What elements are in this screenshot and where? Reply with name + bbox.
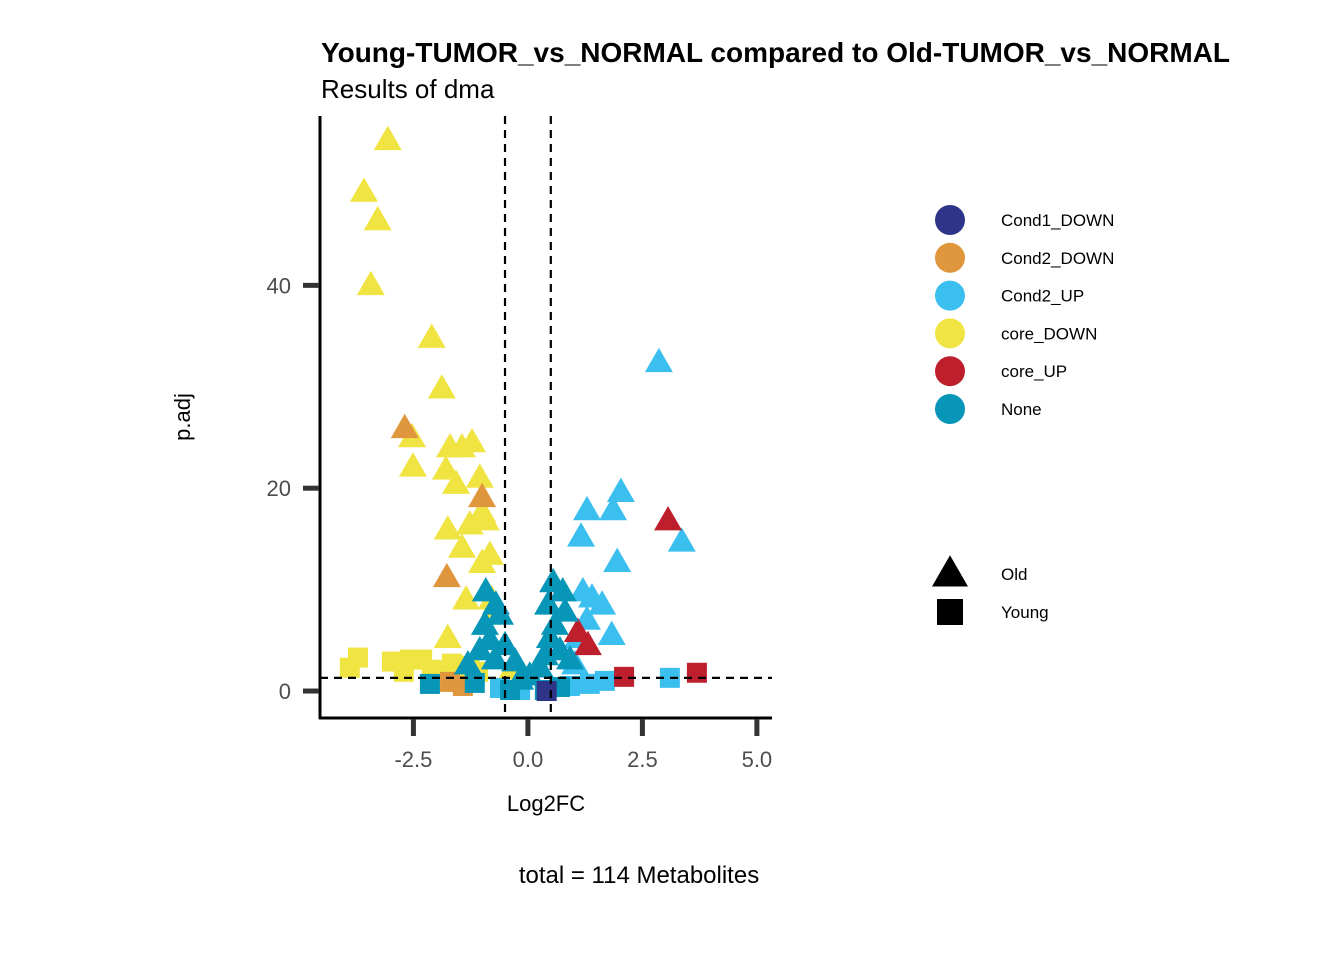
- data-point-None-young: [500, 680, 521, 701]
- data-point-core_UP-young: [686, 662, 707, 683]
- data-point-None-old: [534, 590, 563, 615]
- data-point-Cond2_UP-old: [606, 477, 635, 502]
- data-point-Cond2_UP-young: [659, 667, 680, 688]
- points-layer: [339, 125, 707, 702]
- legend-label: Cond1_DOWN: [1001, 211, 1114, 230]
- data-point-core_DOWN-old: [427, 374, 456, 399]
- data-point-Cond2_UP-old: [667, 527, 696, 552]
- data-point-Cond2_UP-old: [644, 347, 673, 373]
- data-point-core_DOWN-old: [458, 427, 487, 453]
- data-point-Cond1_DOWN-young: [536, 681, 557, 702]
- data-point-None-old: [501, 646, 530, 672]
- data-point-None-old: [485, 600, 514, 625]
- data-point-core_UP-young: [614, 666, 635, 687]
- data-point-None-old: [548, 577, 577, 602]
- legend-key-core_UP: [935, 356, 965, 387]
- data-point-core_UP-old: [654, 506, 683, 531]
- legend-key-Cond2_UP: [935, 280, 965, 311]
- legend-label: None: [1001, 400, 1042, 419]
- legend-label: Old: [1001, 565, 1027, 584]
- data-point-None-young: [464, 672, 485, 693]
- data-point-Cond2_UP-old: [597, 620, 626, 645]
- data-point-core_DOWN-old: [452, 585, 481, 610]
- data-point-core_UP-old: [573, 630, 602, 656]
- data-point-Cond2_UP-old: [588, 590, 617, 615]
- threshold-lines: [320, 116, 772, 718]
- data-point-None-old: [491, 630, 520, 656]
- y-ticks: 0 20 40: [267, 273, 319, 704]
- y-tick-label: 40: [267, 273, 291, 298]
- data-point-core_UP-old: [563, 617, 592, 642]
- data-point-None-old: [453, 650, 482, 675]
- legend-label: core_DOWN: [1001, 324, 1097, 343]
- data-point-core_DOWN-old: [431, 455, 460, 480]
- data-point-None-old: [470, 610, 499, 635]
- data-point-Cond2_DOWN-old: [468, 482, 497, 508]
- data-point-None-old: [471, 577, 500, 602]
- data-point-core_DOWN-young: [348, 647, 369, 668]
- data-point-core_DOWN-old: [468, 548, 497, 573]
- data-point-core_DOWN-old: [471, 506, 500, 531]
- data-point-Cond2_UP-old: [567, 522, 596, 547]
- legend-key-young-square: [937, 599, 963, 625]
- data-point-Cond2_DOWN-young: [440, 671, 461, 692]
- caption: total = 114 Metabolites: [519, 862, 759, 889]
- chart-subtitle: Results of dma: [321, 74, 495, 104]
- data-point-core_DOWN-old: [433, 515, 462, 540]
- legend-label: Cond2_UP: [1001, 287, 1084, 306]
- data-point-core_DOWN-old: [433, 623, 462, 649]
- legend: Cond1_DOWN Cond2_DOWN Cond2_UP core_DOWNcor…: [932, 205, 1114, 625]
- data-point-core_DOWN-old: [398, 452, 427, 477]
- legend-key-core_DOWN: [935, 318, 965, 349]
- x-axis-label: Log2FC: [507, 791, 585, 816]
- chart-title: Young-TUMOR_vs_NORMAL compared to Old-TU…: [321, 37, 1230, 68]
- x-ticks: -2.5 0.0 2.5 5.0: [394, 719, 772, 772]
- y-axis-label: p.adj: [170, 393, 195, 441]
- data-point-Cond2_UP-old: [599, 495, 628, 521]
- x-tick-label: -2.5: [394, 747, 432, 772]
- y-tick-label: 20: [267, 476, 291, 501]
- data-point-core_DOWN-old: [373, 125, 402, 151]
- data-point-core_DOWN-old: [465, 463, 494, 488]
- data-point-None-old: [465, 635, 494, 661]
- data-point-Cond2_UP-young: [579, 673, 600, 694]
- x-tick-label: 0.0: [513, 747, 544, 772]
- data-point-Cond2_UP-old: [603, 547, 632, 572]
- data-point-core_DOWN-old: [447, 533, 476, 558]
- data-point-None-old: [556, 644, 585, 670]
- data-point-core_DOWN-old: [442, 469, 471, 494]
- data-point-core_DOWN-old: [349, 177, 378, 202]
- data-point-Cond2_DOWN-old: [390, 413, 419, 439]
- legend-key-None: [935, 394, 965, 424]
- legend-label: Cond2_DOWN: [1001, 249, 1114, 268]
- y-tick-label: 0: [279, 679, 291, 704]
- legend-label: Young: [1001, 603, 1049, 622]
- data-point-core_DOWN-old: [363, 205, 392, 231]
- legend-key-old-triangle: [932, 555, 968, 587]
- data-point-None-old: [551, 597, 580, 622]
- data-point-None-old: [480, 644, 509, 670]
- legend-key-Cond1_DOWN: [935, 205, 965, 235]
- data-point-core_DOWN-old: [417, 323, 446, 348]
- legend-key-Cond2_DOWN: [935, 242, 965, 273]
- data-point-core_DOWN-old: [356, 270, 385, 296]
- data-point-Cond2_DOWN-old: [432, 562, 461, 588]
- x-tick-label: 5.0: [742, 747, 773, 772]
- legend-label: core_UP: [1001, 362, 1067, 381]
- data-point-Cond2_UP-young: [594, 670, 615, 691]
- data-point-Cond2_UP-old: [572, 495, 601, 521]
- x-tick-label: 2.5: [627, 747, 658, 772]
